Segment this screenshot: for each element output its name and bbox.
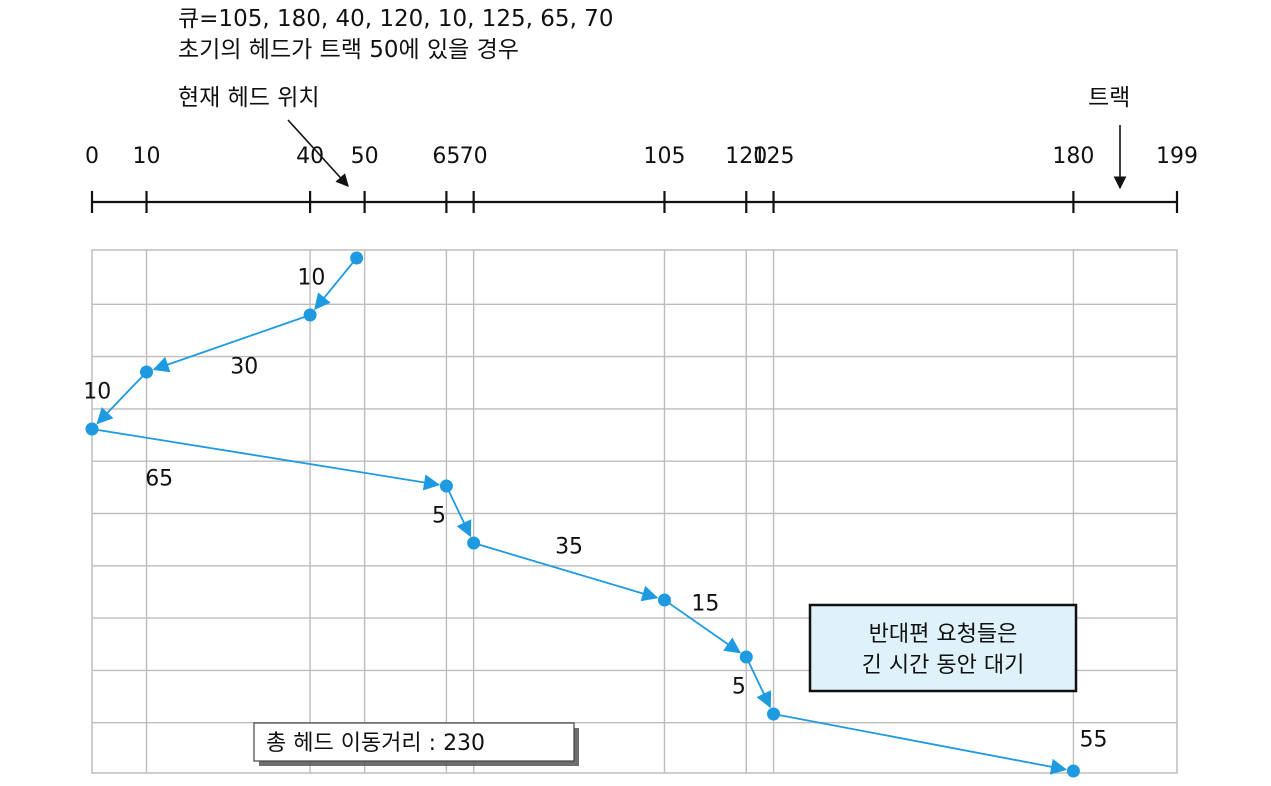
initial-head-text: 초기의 헤드가 트랙 50에 있을 경우 [178,37,519,63]
axis-tick-label: 199 [1156,144,1198,169]
head-position-point [303,308,317,322]
head-position-point [657,593,671,607]
axis-tick-label: 0 [85,144,99,169]
grid-frame [91,249,1178,774]
distance-label: 55 [1079,728,1107,753]
head-position-point [85,422,99,436]
head-position-point [439,479,453,493]
axis-tick-label: 10 [133,144,161,169]
note-line-1: 반대편 요청들은 [869,622,1018,647]
distance-label: 30 [230,355,258,380]
axis-tick-label: 50 [351,144,379,169]
path-segment-arrow [748,662,772,709]
path-segment-arrow [479,543,659,602]
head-position-point [1066,764,1080,778]
axis-tick-label: 180 [1052,144,1094,169]
head-position-point [739,650,753,664]
total-distance-box: 총 헤드 이동거리 : 230 [253,722,579,766]
axis-tick-label: 40 [296,144,324,169]
distance-label: 5 [432,504,446,529]
note-line-2: 긴 시간 동안 대기 [862,653,1025,678]
current-head-pointer-arrow [287,119,349,187]
path-segment-arrow [152,316,305,373]
timeline-grid [91,249,1178,774]
total-distance-text: 총 헤드 이동거리 : 230 [266,731,485,756]
head-position-point [767,707,781,721]
distance-label: 65 [145,467,173,492]
axis-tick-label: 120 [725,144,767,169]
waiting-note-box: 반대편 요청들은 긴 시간 동안 대기 [808,603,1078,693]
head-position-point [350,251,364,265]
path-segment-arrow [97,429,441,491]
axis-tick-label: 65 [432,144,460,169]
track-label: 트랙 [1088,85,1130,111]
axis-tick-label: 125 [753,144,795,169]
head-position-point [140,365,154,379]
head-position-point [467,536,481,550]
distance-label: 10 [297,266,325,291]
path-segment-arrow [668,602,742,654]
path-segment-arrow [448,491,472,538]
distance-label: 5 [732,675,746,700]
current-head-label: 현재 헤드 위치 [178,85,320,111]
axis-tick-label: 70 [460,144,488,169]
queue-text: 큐=105, 180, 40, 120, 10, 125, 65, 70 [178,6,613,32]
path-segment-arrow [314,262,354,311]
distance-label: 35 [555,535,583,560]
axis-tick-label: 105 [643,144,685,169]
distance-label: 10 [83,380,111,405]
distance-label: 15 [691,592,719,617]
path-segment-arrow [96,375,144,425]
path-segment-arrow [779,714,1068,775]
